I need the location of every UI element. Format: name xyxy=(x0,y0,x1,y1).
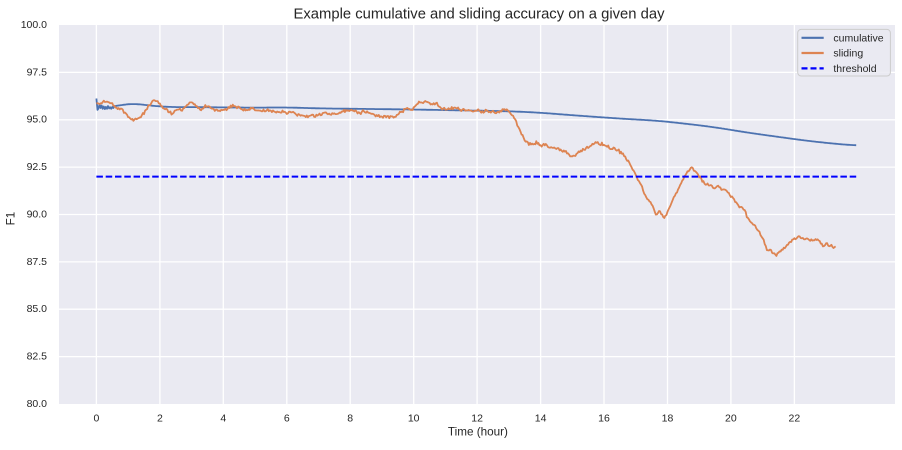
svg-text:85.0: 85.0 xyxy=(27,303,48,315)
svg-text:10: 10 xyxy=(408,412,420,424)
svg-text:100.0: 100.0 xyxy=(21,19,47,31)
svg-text:14: 14 xyxy=(535,412,547,424)
svg-text:2: 2 xyxy=(157,412,163,424)
svg-text:92.5: 92.5 xyxy=(27,161,48,173)
svg-text:20: 20 xyxy=(725,412,737,424)
svg-text:18: 18 xyxy=(662,412,674,424)
svg-text:97.5: 97.5 xyxy=(27,66,48,78)
svg-text:82.5: 82.5 xyxy=(27,351,48,363)
svg-text:87.5: 87.5 xyxy=(27,256,48,268)
svg-text:Example cumulative and sliding: Example cumulative and sliding accuracy … xyxy=(294,7,666,23)
svg-text:Time (hour): Time (hour) xyxy=(448,426,508,439)
svg-text:8: 8 xyxy=(347,412,353,424)
svg-text:12: 12 xyxy=(471,412,483,424)
svg-text:sliding: sliding xyxy=(833,48,863,60)
svg-text:80.0: 80.0 xyxy=(27,398,48,410)
svg-text:0: 0 xyxy=(93,412,99,424)
svg-text:threshold: threshold xyxy=(833,63,876,75)
svg-text:cumulative: cumulative xyxy=(833,33,883,45)
svg-text:6: 6 xyxy=(284,412,290,424)
svg-text:22: 22 xyxy=(789,412,801,424)
svg-text:95.0: 95.0 xyxy=(27,114,48,126)
svg-text:4: 4 xyxy=(220,412,226,424)
svg-text:F1: F1 xyxy=(4,212,17,226)
svg-text:90.0: 90.0 xyxy=(27,208,48,220)
svg-text:16: 16 xyxy=(598,412,610,424)
